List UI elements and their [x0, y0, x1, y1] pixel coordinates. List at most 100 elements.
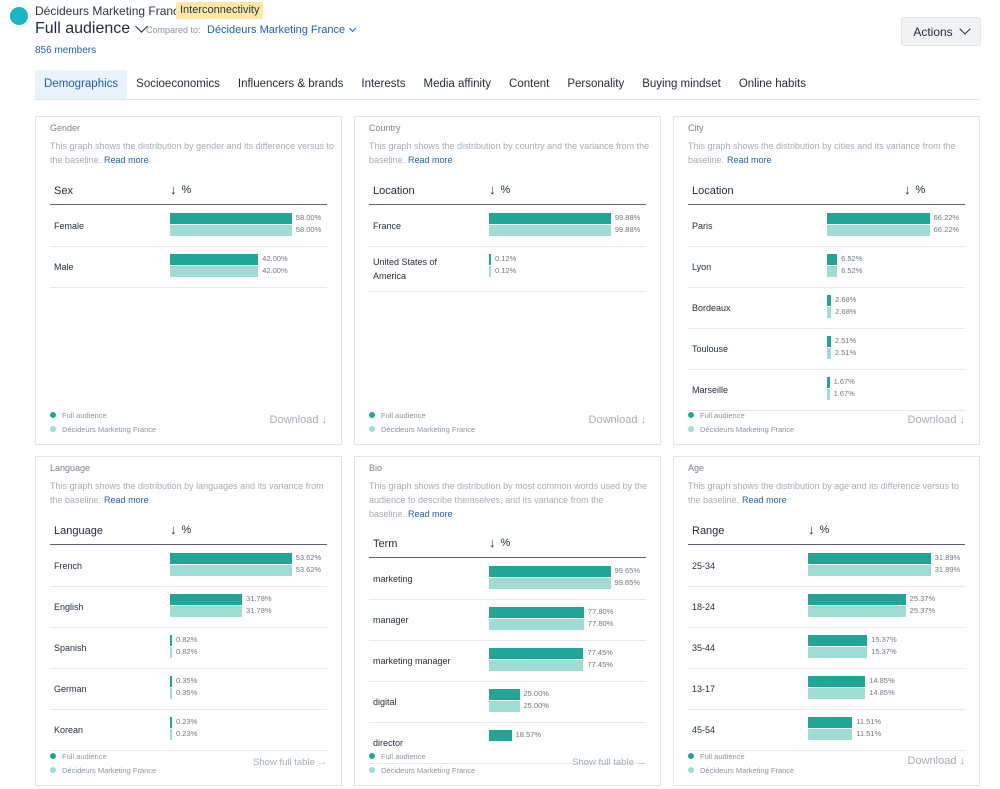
value-baseline: 25.00%	[523, 701, 549, 710]
table-row: German 0.35% 0.35%	[50, 669, 327, 710]
value-full-audience: 0.23%	[176, 717, 198, 726]
actions-button[interactable]: Actions	[901, 17, 981, 46]
show-full-table-button[interactable]: Show full table →	[253, 757, 327, 768]
show-full-table-button[interactable]: Show full table →	[572, 757, 646, 768]
members-count[interactable]: 856 members	[35, 45, 97, 56]
value-baseline: 14.85%	[869, 688, 895, 697]
page-title: Full audience	[35, 20, 131, 37]
legend-label: Décideurs Marketing France	[62, 424, 157, 434]
table-row: director 18.57%	[369, 723, 646, 764]
tab-online-habits[interactable]: Online habits	[738, 78, 806, 90]
sort-column-header[interactable]: ↓%	[170, 183, 191, 196]
tab-influencers-brands[interactable]: Influencers & brands	[237, 78, 344, 90]
table-body: marketing 99.65% 99.65% manager 77.80% 77.80%…	[369, 559, 646, 764]
value-full-audience: 66.22%	[933, 213, 960, 222]
value-baseline: 31.89%	[934, 565, 961, 574]
tab-demographics[interactable]: Demographics	[35, 70, 128, 99]
legend-item-baseline: Décideurs Marketing France	[50, 763, 156, 777]
value-baseline: 77.45%	[587, 660, 613, 669]
value-full-audience: 53.62%	[295, 553, 322, 562]
legend-label: Décideurs Marketing France	[381, 424, 476, 434]
table-row: 18-24 25.37% 25.37%	[688, 587, 965, 628]
read-more-link[interactable]: Read more	[104, 155, 149, 165]
chevron-down-icon	[349, 24, 357, 33]
bar-baseline	[170, 647, 172, 658]
bar-full-audience	[827, 254, 838, 265]
download-arrow-icon: ↓	[637, 414, 646, 426]
percent-header: %	[500, 183, 511, 196]
tab-personality[interactable]: Personality	[567, 78, 625, 90]
row-label: Female	[54, 221, 85, 231]
legend-dot	[688, 753, 694, 759]
bar-full-audience	[808, 594, 906, 605]
value-full-audience: 99.65%	[614, 566, 640, 575]
download-button[interactable]: Download ↓	[908, 414, 965, 426]
tab-content[interactable]: Content	[509, 78, 550, 90]
bar-baseline	[808, 688, 866, 699]
tab-media-affinity[interactable]: Media affinity	[423, 78, 492, 90]
footer-label: Show full table	[572, 757, 634, 768]
card-title: Gender	[50, 123, 81, 133]
read-more-link[interactable]: Read more	[742, 495, 787, 505]
value-full-audience: 0.12%	[495, 254, 517, 263]
legend-item-full-audience: Full audience	[50, 408, 156, 422]
tab-interests[interactable]: Interests	[361, 78, 406, 90]
legend-dot	[50, 767, 56, 773]
row-label: 25-34	[692, 561, 716, 571]
sort-column-header[interactable]: ↓%	[170, 523, 191, 536]
table-body: France 99.88% 99.88% United States of Ameri…	[369, 206, 646, 292]
table-row: Spanish 0.82% 0.82%	[50, 628, 327, 669]
legend-item-full-audience: Full audience	[688, 408, 794, 422]
legend-label: Décideurs Marketing France	[381, 765, 476, 775]
value-baseline: 2.51%	[834, 348, 857, 357]
value-full-audience: 2.68%	[835, 295, 857, 304]
bar-baseline	[170, 225, 292, 236]
row-label: director	[373, 738, 404, 748]
legend-dot	[688, 412, 694, 418]
tab-socioeconomics[interactable]: Socioeconomics	[136, 78, 220, 90]
legend-item-full-audience: Full audience	[369, 749, 475, 763]
legend-item-baseline: Décideurs Marketing France	[369, 763, 475, 777]
value-baseline: 77.80%	[587, 619, 614, 628]
description-text: This graph shows the distribution by gen…	[50, 141, 334, 165]
sort-column-header[interactable]: ↓%	[904, 183, 925, 196]
sort-down-arrow-icon: ↓	[489, 535, 496, 550]
read-more-link[interactable]: Read more	[408, 155, 453, 165]
description-text: This graph shows the distribution by cou…	[369, 141, 650, 165]
table-row: marketing 99.65% 99.65%	[369, 559, 646, 600]
bar-full-audience	[170, 553, 292, 564]
download-button[interactable]: Download ↓	[589, 414, 646, 426]
legend-dot	[369, 767, 375, 773]
card-title: Bio	[369, 463, 383, 473]
read-more-link[interactable]: Read more	[408, 509, 453, 519]
table-body: Female 58.00% 58.00% Male 42.00% 42.00%	[50, 206, 327, 288]
legend-label: Décideurs Marketing France	[700, 765, 795, 775]
bar-baseline	[827, 307, 832, 318]
bar-baseline	[489, 578, 611, 589]
value-full-audience: 2.51%	[834, 336, 857, 345]
row-label: Korean	[54, 725, 84, 735]
table-row: France 99.88% 99.88%	[369, 206, 646, 247]
sort-column-header[interactable]: ↓%	[489, 183, 510, 196]
value-full-audience: 14.85%	[869, 676, 895, 685]
bar-full-audience	[170, 635, 172, 646]
legend-label: Full audience	[62, 751, 107, 761]
legend-item-full-audience: Full audience	[688, 749, 794, 763]
sort-column-header[interactable]: ↓%	[489, 536, 510, 549]
read-more-link[interactable]: Read more	[104, 495, 149, 505]
tab-buying-mindset[interactable]: Buying mindset	[642, 78, 721, 90]
baseline-selector[interactable]: Décideurs Marketing France	[207, 24, 357, 36]
card-title: Language	[50, 463, 91, 473]
read-more-link[interactable]: Read more	[727, 155, 772, 165]
value-baseline: 31.78%	[246, 606, 272, 615]
bar-baseline	[827, 348, 831, 359]
sort-column-header[interactable]: ↓%	[808, 523, 829, 536]
table-body: 25-34 31.89% 31.89% 18-24 25.37% 25.37% 35-44 1…	[688, 546, 965, 751]
download-button[interactable]: Download ↓	[908, 755, 965, 767]
bar-baseline	[489, 660, 584, 671]
value-full-audience: 25.37%	[909, 594, 936, 603]
column-header-label: Location	[373, 185, 415, 197]
sort-down-arrow-icon: ↓	[904, 182, 911, 197]
download-button[interactable]: Download ↓	[270, 414, 327, 426]
audience-selector[interactable]: Full audience	[35, 20, 149, 38]
